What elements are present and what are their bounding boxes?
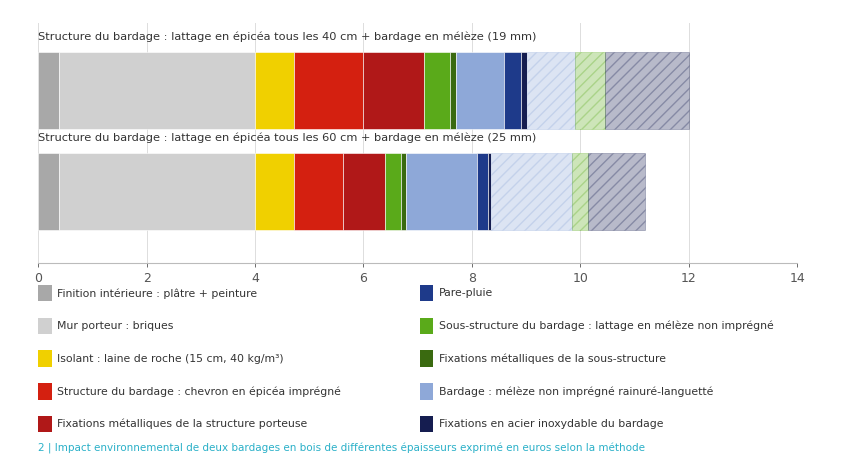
Bar	[385, 153, 401, 230]
Bar	[424, 52, 450, 128]
Bar	[38, 153, 59, 230]
Bar	[488, 153, 491, 230]
Bar	[420, 416, 433, 432]
Bar	[491, 153, 572, 230]
Text: Structure du bardage : lattage en épicéa tous les 60 cm + bardage en mélèze (25 : Structure du bardage : lattage en épicéa…	[38, 133, 537, 143]
Text: 2 | Impact environnemental de deux bardages en bois de différentes épaisseurs ex: 2 | Impact environnemental de deux barda…	[38, 443, 701, 454]
Bar	[38, 318, 52, 334]
Bar	[38, 52, 59, 128]
Text: Pare-pluie: Pare-pluie	[439, 288, 493, 298]
Bar	[605, 52, 689, 128]
Bar	[589, 153, 645, 230]
Text: Fixations en acier inoxydable du bardage: Fixations en acier inoxydable du bardage	[439, 419, 663, 429]
Bar	[455, 52, 505, 128]
Bar	[59, 52, 255, 128]
Bar	[605, 52, 689, 128]
Bar	[505, 52, 521, 128]
Bar	[420, 350, 433, 367]
Bar	[38, 285, 52, 301]
Bar	[294, 153, 343, 230]
Text: Fixations métalliques de la structure porteuse: Fixations métalliques de la structure po…	[57, 419, 308, 429]
Text: Bardage : mélèze non imprégné rainuré-languetté: Bardage : mélèze non imprégné rainuré-la…	[439, 386, 713, 397]
Bar	[572, 153, 589, 230]
Bar	[401, 153, 405, 230]
Text: Structure du bardage : chevron en épicéa imprégné: Structure du bardage : chevron en épicéa…	[57, 386, 341, 397]
Bar	[477, 153, 488, 230]
Bar	[575, 52, 605, 128]
Bar	[343, 153, 385, 230]
Bar	[527, 52, 575, 128]
Text: Fixations métalliques de la sous-structure: Fixations métalliques de la sous-structu…	[439, 353, 666, 364]
Bar	[38, 416, 52, 432]
Bar	[59, 153, 255, 230]
Bar	[521, 52, 527, 128]
Bar	[255, 52, 294, 128]
Bar	[405, 153, 477, 230]
Text: Sous-structure du bardage : lattage en mélèze non imprégné: Sous-structure du bardage : lattage en m…	[439, 321, 773, 331]
Bar	[575, 52, 605, 128]
Text: Structure du bardage : lattage en épicéa tous les 40 cm + bardage en mélèze (19 : Structure du bardage : lattage en épicéa…	[38, 31, 537, 42]
Bar	[420, 285, 433, 301]
Bar	[527, 52, 575, 128]
Bar	[491, 153, 572, 230]
Bar	[450, 52, 455, 128]
Bar	[572, 153, 589, 230]
Bar	[38, 350, 52, 367]
Text: Mur porteur : briques: Mur porteur : briques	[57, 321, 174, 331]
Bar	[420, 318, 433, 334]
Text: Isolant : laine de roche (15 cm, 40 kg/m³): Isolant : laine de roche (15 cm, 40 kg/m…	[57, 354, 284, 364]
Bar	[420, 383, 433, 400]
Bar	[255, 153, 294, 230]
Bar	[38, 383, 52, 400]
Bar	[364, 52, 424, 128]
Bar	[294, 52, 364, 128]
Bar	[589, 153, 645, 230]
Text: Finition intérieure : plâtre + peinture: Finition intérieure : plâtre + peinture	[57, 288, 257, 299]
